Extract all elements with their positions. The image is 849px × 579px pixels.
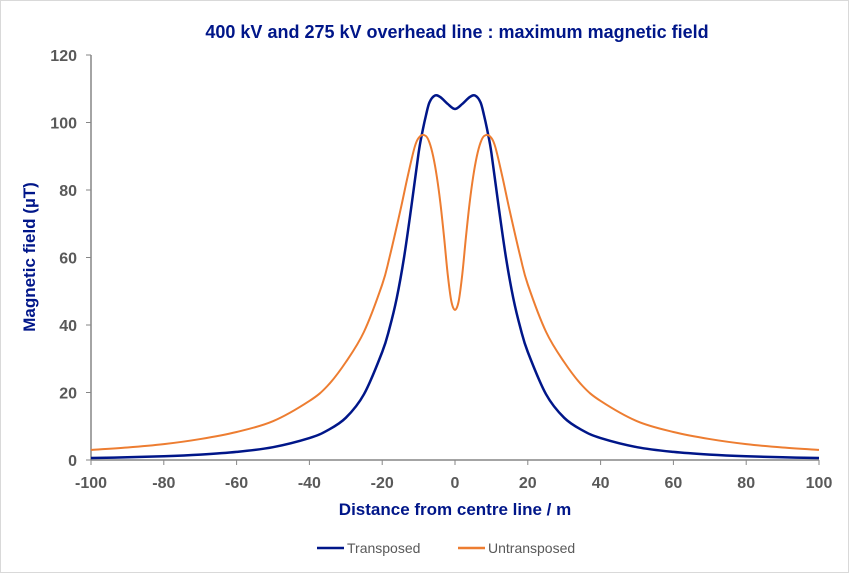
y-tick-label: 40 [59, 318, 77, 335]
x-tick-label: -100 [75, 475, 107, 492]
y-tick-label: 80 [59, 183, 77, 200]
series-line-untransposed [90, 133, 820, 451]
y-axis-label: Magnetic field (µT) [20, 182, 39, 332]
x-tick-label: 80 [737, 475, 755, 492]
y-tick-label: 20 [59, 386, 77, 403]
x-axis-label: Distance from centre line / m [339, 500, 571, 519]
x-tick-label: -60 [225, 475, 248, 492]
legend: Transposed Untransposed [317, 540, 575, 556]
chart-title: 400 kV and 275 kV overhead line : maximu… [205, 22, 708, 42]
x-tick-label: 40 [592, 475, 610, 492]
y-tick-label: 120 [50, 48, 77, 65]
x-tick-label: 100 [806, 475, 833, 492]
x-tick-label: 20 [519, 475, 537, 492]
x-tick-label: -80 [152, 475, 175, 492]
y-tick-label: 100 [50, 116, 77, 133]
y-tick-label: 60 [59, 251, 77, 268]
x-tick-label: 60 [665, 475, 683, 492]
y-tick-label: 0 [68, 453, 77, 470]
series-line-transposed [90, 93, 820, 460]
x-tick-label: -40 [298, 475, 321, 492]
x-tick-label: 0 [451, 475, 460, 492]
x-tick-label: -20 [371, 475, 394, 492]
legend-label-untransposed: Untransposed [488, 540, 575, 556]
legend-label-transposed: Transposed [347, 540, 420, 556]
